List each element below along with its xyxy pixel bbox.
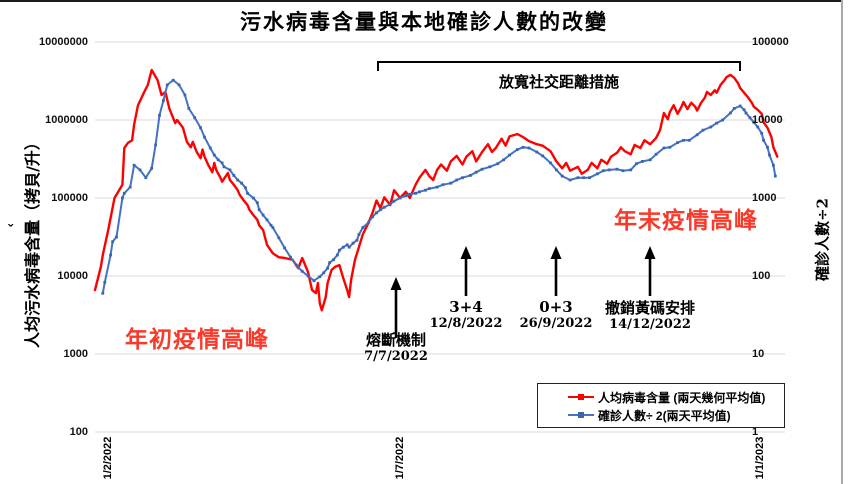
relax-measures-bracket (377, 61, 741, 71)
event-date: 7/7/2022 (364, 349, 428, 364)
slide-top-border (0, 0, 843, 2)
data-series (93, 68, 779, 312)
cases-marker-icon (578, 412, 584, 418)
left-axis-tick: 100000 (51, 192, 88, 204)
right-axis-tick: 10 (752, 348, 765, 360)
right-axis-tick: 10000 (752, 114, 783, 126)
right-axis-tick: 1000 (752, 192, 777, 204)
virus-load-line (93, 68, 779, 312)
slide-right-border (841, 0, 843, 484)
legend-label: 確診人數÷ 2(兩天平均值) (598, 408, 731, 423)
x-axis-tick: 1/2/2022 (102, 436, 114, 480)
late-peak-label: 年末疫情高峰 (614, 207, 758, 233)
left-axis-tick: 10000 (57, 270, 88, 282)
event-label: 熔斷機制 (365, 331, 426, 349)
left-axis-note-mark: ˇ (8, 222, 13, 239)
event-label: 3+4 (449, 298, 483, 316)
left-axis-title: 人均污水病毒含量（拷貝/升） (23, 134, 42, 348)
legend-item-cases: 確診人數÷ 2(兩天平均值) (568, 406, 784, 424)
event-label: 0+3 (539, 298, 573, 316)
gridlines (95, 41, 785, 433)
event-date: 26/9/2022 (519, 316, 593, 331)
left-axis-tick: 100 (69, 426, 88, 438)
event-circuit-breaker: 熔斷機制 7/7/2022 (336, 331, 456, 365)
x-axis-tick: 1/7/2022 (394, 436, 406, 480)
relax-measures-label: 放寬社交距離措施 (498, 73, 619, 91)
right-axis-tick: 100000 (752, 36, 789, 48)
event-arrow-0plus3 (550, 246, 562, 296)
left-axis-tick: 1000000 (45, 114, 88, 126)
right-axis-tick: 100 (752, 270, 771, 282)
legend-item-virus: 人均病毒含量 (兩天幾何平均值) (568, 388, 784, 406)
chart-legend: 人均病毒含量 (兩天幾何平均值) 確診人數÷ 2(兩天平均值) (537, 383, 785, 428)
event-arrow-yellow-code (644, 246, 656, 296)
event-arrow-3plus4 (460, 246, 472, 296)
chart-title: 污水病毒含量與本地確診人數的改變 (240, 9, 608, 34)
left-axis-tick: 1000 (63, 348, 88, 360)
right-axis-title: 確診人數÷2 (813, 198, 832, 282)
event-date: 12/8/2022 (429, 316, 503, 331)
event-label: 撤銷黃碼安排 (604, 299, 695, 317)
x-axis-tick: 1/1/2023 (754, 436, 766, 480)
event-3plus4: 3+4 12/8/2022 (406, 298, 526, 332)
legend-label: 人均病毒含量 (兩天幾何平均值) (598, 390, 766, 405)
left-axis-tick: 10000000 (39, 36, 88, 48)
cases-line-swatch (568, 412, 594, 418)
event-yellow-code: 撤銷黃碼安排 14/12/2022 (575, 299, 725, 333)
event-0plus3: 0+3 26/9/2022 (496, 298, 616, 332)
early-peak-label: 年初疫情高峰 (125, 326, 269, 352)
right-axis-tick: 1 (752, 426, 759, 438)
event-arrow-circuit-breaker (390, 277, 402, 338)
event-date: 14/12/2022 (609, 317, 691, 332)
virus-line-swatch (568, 394, 594, 400)
virus-marker-icon (578, 394, 584, 400)
confirmed-cases-line (101, 79, 777, 295)
